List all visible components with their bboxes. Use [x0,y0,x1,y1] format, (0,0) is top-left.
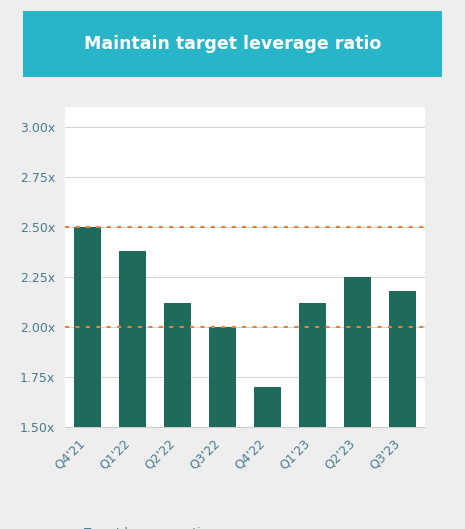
Bar [209,327,236,427]
Legend: Target leverage ratio range, Compliance leverage ratio: Target leverage ratio range, Compliance … [42,523,250,529]
Bar [119,251,146,427]
Bar [74,227,101,427]
Text: Maintain target leverage ratio: Maintain target leverage ratio [84,34,381,52]
FancyBboxPatch shape [23,11,442,77]
Bar [164,303,191,427]
Bar [389,291,416,427]
Bar [299,303,326,427]
Bar [254,387,281,427]
Bar [344,277,371,427]
